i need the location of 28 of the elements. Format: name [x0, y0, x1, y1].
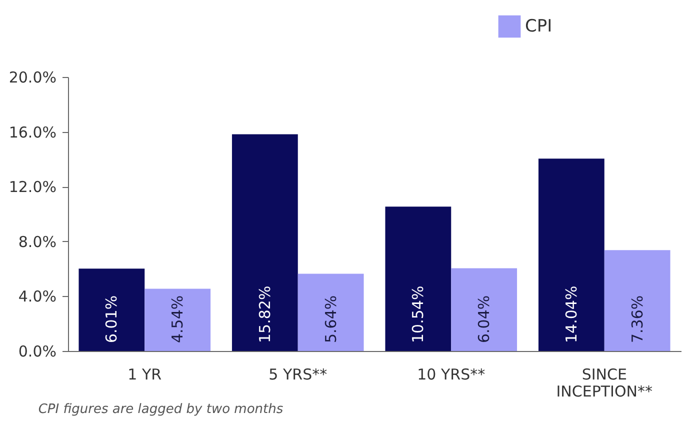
data-label: 14.04% — [562, 286, 580, 343]
x-tick-label: 1 YR — [128, 366, 162, 384]
data-label: 6.01% — [102, 295, 121, 343]
y-tick-label: 4.0% — [18, 288, 56, 306]
text: CPI figures are lagged by two months — [38, 402, 284, 417]
x-tick-label: 10 YRS** — [417, 366, 486, 384]
bar — [451, 268, 518, 351]
bar — [538, 158, 604, 351]
bar — [298, 274, 364, 351]
data-label: 15.82% — [256, 286, 274, 343]
data-label: 10.54% — [409, 286, 428, 343]
data-label: 4.54% — [168, 295, 187, 343]
bar — [144, 288, 211, 351]
bar — [232, 134, 298, 351]
data-label: 6.04% — [475, 295, 494, 343]
bar — [604, 250, 670, 351]
data-label: 5.64% — [322, 295, 340, 343]
y-tick-label: 20.0% — [8, 68, 56, 86]
y-tick-label: 8.0% — [18, 232, 56, 251]
y-tick-label: 12.0% — [8, 178, 56, 196]
x-tick-label: 5 YRS** — [268, 366, 328, 384]
legend-label: CPI — [525, 16, 552, 36]
x-tick-label: SINCE INCEPTION** — [556, 366, 653, 400]
y-tick-label: 0.0% — [18, 342, 56, 360]
y-tick-label: 16.0% — [8, 123, 56, 142]
data-label: 7.36% — [628, 295, 646, 343]
bar — [385, 206, 452, 351]
bar — [78, 268, 145, 351]
